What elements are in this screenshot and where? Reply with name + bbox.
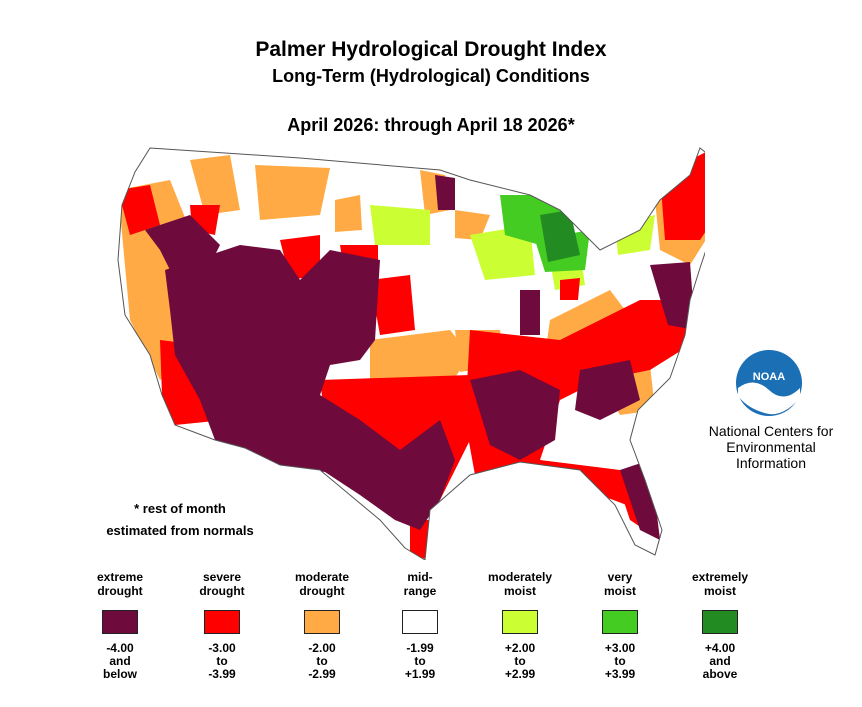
estimate-note: * rest of month estimated from normals (100, 498, 260, 542)
legend-label-line: extremely (691, 570, 749, 584)
legend-label: severe drought (172, 570, 272, 602)
legend-range-line: above (702, 667, 738, 681)
map-title: Palmer Hydrological Drought Index (255, 38, 607, 61)
legend-swatch (702, 610, 738, 634)
legend-label-line: moist (503, 584, 536, 598)
legend-label-line: drought (199, 584, 245, 598)
legend-range-line: +1.99 (404, 667, 436, 681)
legend-range-line: -2.99 (308, 667, 336, 681)
legend-swatch (602, 610, 638, 634)
legend-label-line: very (607, 570, 633, 584)
legend-range-line: to (514, 654, 526, 668)
legend-range: -2.00 to -2.99 (272, 642, 372, 681)
map-regions (118, 148, 705, 560)
legend-item: mid-range -1.99 to +1.99 (370, 570, 470, 681)
legend-range-line: to (316, 654, 328, 668)
noaa-logo: NOAA (736, 350, 802, 416)
legend-item: moderate drought -2.00 to -2.99 (272, 570, 372, 681)
legend-item: severe drought -3.00 to -3.99 (172, 570, 272, 681)
map-subtitle: Long-Term (Hydrological) Conditions (272, 66, 590, 86)
map-period: April 2026: through April 18 2026* (287, 115, 575, 135)
legend-swatch (102, 610, 138, 634)
legend-range-line: to (414, 654, 426, 668)
legend-range-line: +2.00 (504, 641, 536, 655)
legend-range-line: -1.99 (406, 641, 434, 655)
legend-item: very moist +3.00 to +3.99 (570, 570, 670, 681)
legend-range-line: +4.00 (704, 641, 736, 655)
org-name: National Centers for Environmental Infor… (690, 423, 852, 471)
legend-range: +2.00 to +2.99 (470, 642, 570, 681)
extreme-drought-regions (145, 175, 695, 540)
legend-label-line: moist (603, 584, 636, 598)
legend-label-line: moderately (487, 570, 553, 584)
legend-label-line: severe (202, 570, 242, 584)
legend-range-line: -3.00 (208, 641, 236, 655)
legend-label: extreme drought (70, 570, 170, 602)
org-line-1: National Centers for (708, 423, 834, 439)
legend-range: -3.00 to -3.99 (172, 642, 272, 681)
legend-range-line: to (614, 654, 626, 668)
drought-map (117, 147, 705, 560)
legend-item: moderately moist +2.00 to +2.99 (470, 570, 570, 681)
legend-label-line: moist (703, 584, 736, 598)
legend-range: +3.00 to +3.99 (570, 642, 670, 681)
legend-label: very moist (570, 570, 670, 602)
legend-range: -4.00 and below (70, 642, 170, 681)
org-line-3: Information (735, 455, 807, 471)
org-line-2: Environmental (726, 439, 816, 455)
legend-range-line: and (709, 654, 731, 668)
legend-swatch (304, 610, 340, 634)
legend-swatch (402, 610, 438, 634)
note-line-2: estimated from normals (106, 523, 254, 538)
legend-item: extremely moist +4.00 and above (670, 570, 770, 681)
legend-label-line: range (403, 584, 437, 598)
legend-range-line: -4.00 (106, 641, 134, 655)
legend-range-line: +3.00 (604, 641, 636, 655)
legend-range-line: -2.00 (308, 641, 336, 655)
legend-swatch (502, 610, 538, 634)
legend-swatch (204, 610, 240, 634)
noaa-logo-text: NOAA (753, 371, 785, 383)
extremely-moist-regions (540, 210, 580, 262)
legend-label: moderate drought (272, 570, 372, 602)
note-line-1: * rest of month (134, 501, 226, 516)
legend-range-line: to (216, 654, 228, 668)
legend-range-line: below (102, 667, 137, 681)
legend-label: mid-range (370, 570, 470, 602)
legend-range: +4.00 and above (670, 642, 770, 681)
us-outline (117, 147, 705, 560)
legend-range-line: +3.99 (604, 667, 636, 681)
legend-item: extreme drought -4.00 and below (70, 570, 170, 681)
legend-label-line: drought (97, 584, 143, 598)
legend-range-line: +2.99 (504, 667, 536, 681)
legend-label-line: drought (299, 584, 345, 598)
legend-range: -1.99 to +1.99 (370, 642, 470, 681)
legend-label-line: moderate (294, 570, 350, 584)
legend-label: moderately moist (470, 570, 570, 602)
legend-label-line: extreme (96, 570, 144, 584)
legend-label-line: mid- (407, 570, 433, 584)
legend-range-line: and (109, 654, 131, 668)
legend-label: extremely moist (670, 570, 770, 602)
legend-range-line: -3.99 (208, 667, 236, 681)
